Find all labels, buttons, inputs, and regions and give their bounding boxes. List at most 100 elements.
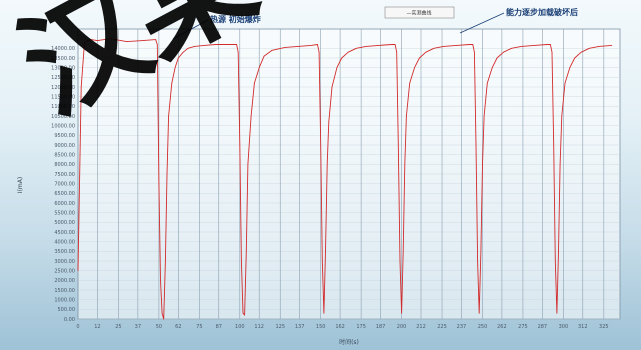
x-tick-label: 112 — [254, 324, 264, 330]
data-point — [433, 47, 435, 49]
data-point — [569, 67, 571, 69]
data-point — [341, 57, 343, 59]
data-point — [546, 44, 548, 45]
data-point — [394, 44, 396, 45]
x-tick-label: 212 — [416, 324, 426, 330]
data-point — [226, 44, 228, 45]
y-tick-label: 10000.00 — [51, 123, 75, 129]
data-point — [553, 144, 555, 146]
data-point — [155, 39, 157, 40]
x-tick-label: 50 — [156, 324, 162, 330]
data-point — [77, 270, 79, 272]
y-tick-label: 5500.00 — [54, 210, 75, 216]
data-point — [397, 144, 399, 146]
y-axis-label: I(mA) — [17, 177, 24, 193]
x-tick-label: 100 — [235, 324, 245, 330]
data-point — [168, 115, 169, 117]
data-point — [409, 82, 411, 84]
data-point — [320, 144, 322, 146]
data-point — [258, 67, 260, 69]
data-point — [318, 51, 320, 53]
data-point — [551, 51, 553, 53]
data-point — [187, 47, 189, 49]
data-point — [496, 57, 498, 59]
data-point — [177, 57, 179, 59]
data-point — [483, 115, 485, 117]
annotation-1: 热源 初始爆炸 — [210, 14, 261, 24]
data-point — [203, 45, 205, 46]
data-point — [161, 312, 163, 314]
y-tick-label: 500.00 — [58, 307, 76, 313]
x-tick-label: 125 — [275, 324, 285, 330]
data-point — [87, 40, 89, 41]
x-tick-label: 150 — [316, 324, 326, 330]
data-point — [469, 44, 470, 45]
x-tick-label: 250 — [478, 324, 488, 330]
data-point — [250, 115, 252, 117]
data-point — [165, 260, 166, 262]
data-point — [321, 260, 323, 262]
y-tick-label: 0.00 — [64, 317, 75, 323]
data-point — [158, 183, 160, 185]
data-point — [80, 86, 82, 88]
legend-box — [384, 6, 455, 19]
annotation-2-arrow — [459, 12, 505, 34]
data-point — [391, 44, 393, 45]
data-point — [241, 260, 242, 262]
data-point — [564, 82, 566, 84]
y-tick-label: 2500.00 — [54, 268, 75, 274]
data-point — [336, 67, 338, 69]
series-line-0 — [77, 38, 612, 320]
y-tick-labels: 0.00 500.00 1000.00 1500.00 2000.00 2500.00 30… — [51, 46, 75, 323]
legend-entry: —实测曲线 — [406, 10, 431, 17]
data-point — [378, 45, 380, 46]
x-tick-label: 225 — [437, 324, 447, 330]
y-tick-label: 9500.00 — [54, 133, 75, 139]
data-point — [598, 46, 600, 47]
data-point — [244, 314, 245, 316]
annotation-2: 能力逐步加载破坏后 — [506, 7, 578, 17]
data-point — [491, 67, 493, 69]
data-point — [242, 312, 244, 314]
x-tick-labels: 0 12 25 37 50 62 75 87 100 112 125 137 150 162 175 187 2… — [76, 324, 608, 330]
data-point — [520, 46, 522, 47]
data-point — [236, 44, 237, 45]
data-point — [331, 86, 333, 88]
y-tick-label: 6000.00 — [54, 201, 75, 207]
data-point — [475, 144, 477, 146]
data-point — [297, 46, 299, 47]
x-tick-label: 262 — [497, 324, 507, 330]
x-tick-label: 62 — [175, 324, 181, 330]
y-tick-label: 2000.00 — [54, 278, 75, 284]
y-tick-label: 9000.00 — [54, 143, 75, 149]
x-tick-label: 200 — [397, 324, 407, 330]
x-tick-label: 237 — [457, 324, 467, 330]
data-point — [247, 163, 249, 165]
data-point — [263, 55, 265, 57]
data-point — [166, 173, 168, 175]
data-point — [142, 40, 144, 41]
y-tick-label: 11500.00 — [51, 94, 75, 100]
y-tick-label: 12500.00 — [51, 75, 75, 81]
y-tick-label: 12000.00 — [51, 85, 75, 91]
data-point — [323, 312, 325, 314]
data-point — [425, 51, 427, 53]
data-point — [355, 47, 357, 49]
x-tick-label: 87 — [216, 324, 222, 330]
data-point — [401, 312, 402, 314]
data-point — [215, 44, 216, 45]
data-point — [480, 250, 482, 252]
data-point — [574, 57, 576, 59]
y-tick-label: 8500.00 — [54, 152, 75, 158]
y-tick-label: 1000.00 — [54, 297, 75, 303]
y-tick-label: 10500.00 — [51, 114, 75, 120]
data-point — [559, 163, 561, 165]
data-point — [478, 312, 480, 314]
data-point — [325, 250, 326, 252]
y-tick-label: 14000.00 — [51, 46, 75, 52]
data-point — [486, 82, 488, 84]
data-point — [511, 47, 512, 49]
data-point — [326, 163, 328, 165]
data-point — [580, 51, 582, 53]
